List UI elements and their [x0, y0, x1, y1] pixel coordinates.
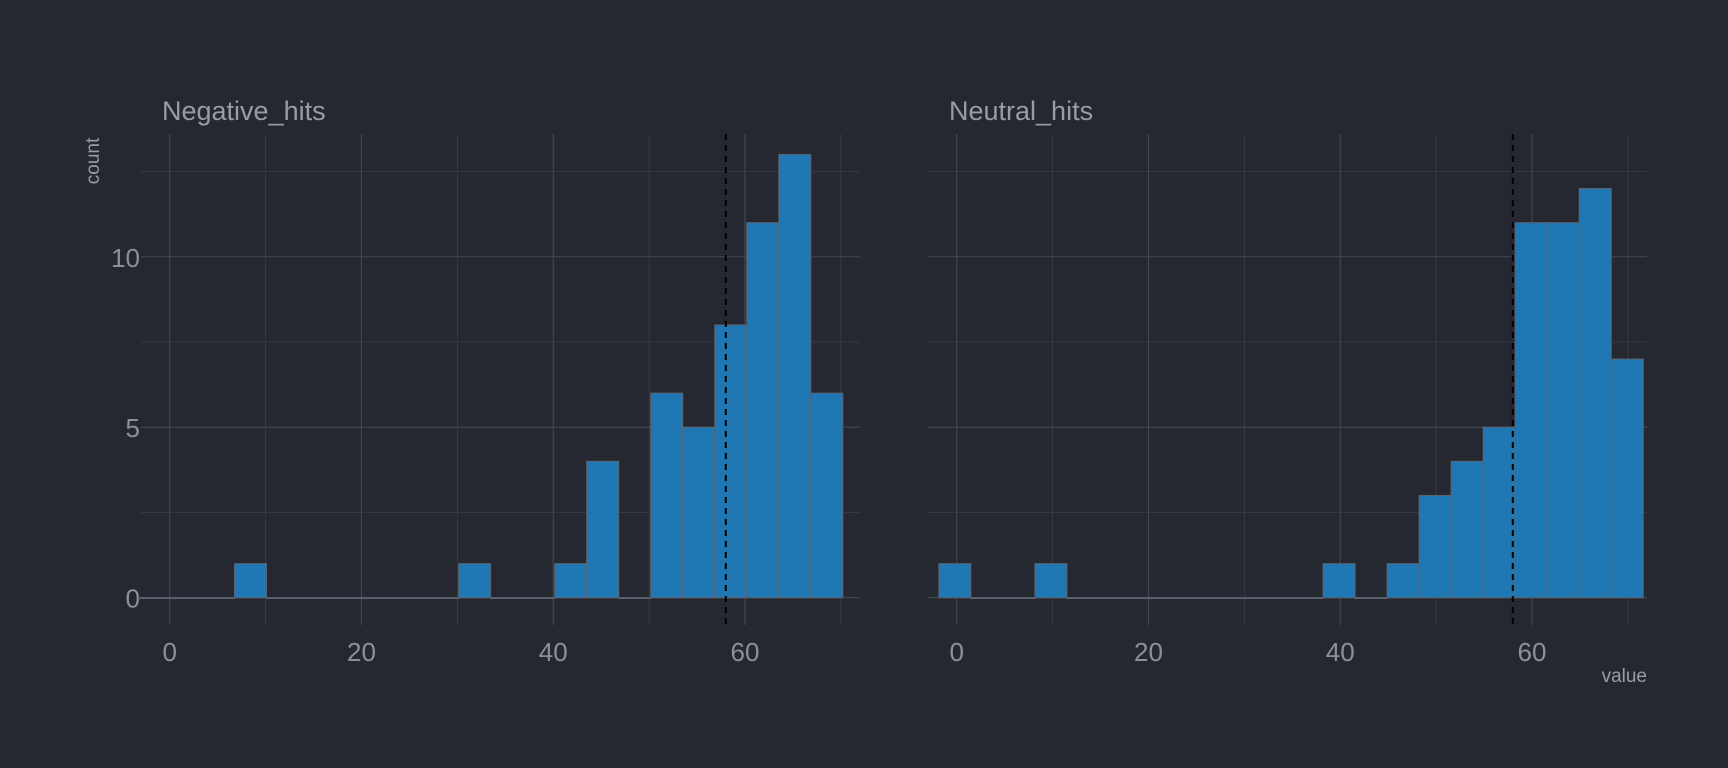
- histogram-bar: [426, 597, 460, 600]
- histogram-bar: [1418, 494, 1452, 599]
- histogram-bar: [490, 597, 524, 600]
- x-tick-label: 20: [347, 637, 376, 667]
- histogram-bar: [1514, 222, 1548, 599]
- histogram-bar: [1450, 460, 1484, 599]
- x-axis-title: value: [1602, 666, 1647, 687]
- histogram-bar: [1130, 597, 1164, 600]
- histogram-bar: [522, 597, 556, 600]
- histogram-bar: [1002, 597, 1036, 600]
- x-tick-label: 20: [1134, 637, 1163, 667]
- histogram-bar: [233, 563, 267, 599]
- y-tick-label: 5: [126, 413, 140, 443]
- histogram-bar: [810, 392, 844, 599]
- histogram-bar: [1226, 597, 1260, 600]
- histogram-bars: [938, 188, 1644, 600]
- panel-neutral-hits: Neutral_hits 0 20 40 60: [928, 96, 1647, 667]
- y-tick-label: 10: [111, 243, 140, 273]
- histogram-bar: [265, 597, 300, 600]
- histogram-bar: [714, 324, 748, 599]
- y-tick-label: 0: [126, 584, 140, 614]
- histogram-bar: [458, 563, 492, 599]
- histogram-bar: [169, 597, 203, 600]
- x-tick-label: 60: [730, 637, 759, 667]
- histogram-bar: [618, 597, 652, 600]
- x-tick-label: 40: [539, 637, 568, 667]
- panel-title: Negative_hits: [162, 96, 326, 126]
- histogram-bar: [1290, 597, 1324, 600]
- histogram-bar: [1354, 597, 1388, 600]
- histogram-bar: [650, 392, 684, 599]
- histogram-bar: [1258, 597, 1292, 600]
- histogram-bar: [1578, 188, 1612, 599]
- histogram-bar: [970, 597, 1004, 600]
- histogram-bar: [1610, 358, 1644, 599]
- panel-negative-hits: Negative_hits 0 20 40 60 0 5 10: [111, 96, 860, 667]
- histogram-bar: [1034, 563, 1068, 599]
- histogram-bar: [586, 460, 620, 599]
- histogram-bar: [362, 597, 396, 600]
- histogram-bar: [1098, 597, 1132, 600]
- histogram-bar: [298, 597, 332, 600]
- histogram-bar: [137, 597, 171, 600]
- x-tick-label: 60: [1517, 637, 1546, 667]
- histogram-bar: [1066, 597, 1100, 600]
- histogram-bars: [137, 153, 844, 600]
- y-axis-title: count: [83, 137, 104, 184]
- x-tick-label: 40: [1326, 637, 1355, 667]
- histogram-bar: [554, 563, 588, 599]
- x-tick-label: 0: [163, 637, 177, 667]
- x-tick-label: 0: [950, 637, 964, 667]
- histogram-bar: [778, 153, 812, 599]
- histogram-bar: [201, 597, 235, 600]
- histogram-bar: [1162, 597, 1196, 600]
- histogram-bar: [746, 222, 780, 599]
- histogram-bar: [1194, 597, 1228, 600]
- histogram-bar: [1322, 563, 1356, 599]
- histogram-bar: [330, 597, 364, 600]
- histogram-bar: [394, 597, 428, 600]
- panel-title: Neutral_hits: [949, 96, 1093, 126]
- histogram-bar: [1546, 222, 1580, 599]
- histogram-bar: [682, 426, 716, 599]
- histogram-bar: [938, 563, 972, 599]
- histogram-bar: [1482, 426, 1516, 599]
- histogram-bar: [1386, 563, 1420, 599]
